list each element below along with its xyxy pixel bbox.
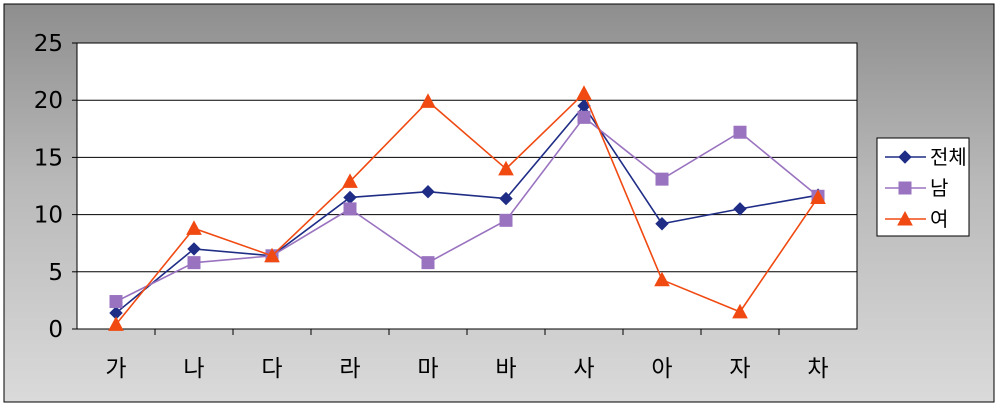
data-point-triangle bbox=[654, 271, 670, 287]
x-tick-label: 가 bbox=[105, 356, 126, 382]
x-tick-label: 사 bbox=[573, 356, 594, 382]
data-point-triangle bbox=[186, 220, 202, 235]
y-tick-label: 0 bbox=[48, 317, 63, 343]
x-tick-label: 나 bbox=[183, 356, 204, 382]
gridlines bbox=[77, 42, 857, 273]
data-point-square bbox=[577, 110, 591, 124]
data-point-triangle bbox=[420, 93, 436, 108]
series-line bbox=[115, 91, 819, 325]
legend-label: 여 bbox=[930, 207, 948, 231]
axes: 0 5 10 15 20 25 가 나 다 라 마 바 사 아 자 차 bbox=[34, 31, 829, 382]
x-tick-label: 자 bbox=[729, 356, 750, 382]
data-point-diamond bbox=[499, 191, 513, 206]
legend-label: 전체 bbox=[930, 145, 967, 169]
plot-area bbox=[76, 42, 858, 330]
data-point-square bbox=[421, 256, 435, 270]
data-point-square bbox=[343, 202, 357, 216]
data-point-square bbox=[499, 213, 513, 227]
data-point-triangle bbox=[897, 210, 913, 226]
data-point-diamond bbox=[733, 202, 747, 216]
y-tick-label: 5 bbox=[48, 260, 63, 286]
x-tick-label: 라 bbox=[339, 356, 360, 382]
data-point-triangle bbox=[342, 173, 358, 188]
x-tick-label: 아 bbox=[651, 356, 672, 382]
data-point-square bbox=[109, 295, 123, 309]
data-point-diamond bbox=[655, 217, 669, 231]
series-line bbox=[115, 116, 819, 303]
series-group bbox=[108, 85, 826, 331]
legend-label: 남 bbox=[930, 176, 948, 200]
series-line bbox=[115, 104, 819, 314]
x-tick-label: 다 bbox=[261, 356, 282, 382]
y-tick-label: 25 bbox=[34, 31, 63, 57]
data-point-triangle bbox=[576, 85, 592, 100]
data-point-diamond bbox=[898, 150, 912, 164]
y-tick-label: 10 bbox=[34, 203, 63, 229]
data-point-square bbox=[898, 181, 912, 195]
data-point-triangle bbox=[264, 247, 280, 263]
y-tick-label: 15 bbox=[34, 145, 63, 171]
data-point-diamond bbox=[187, 242, 201, 256]
data-point-triangle bbox=[498, 160, 514, 176]
x-tick-label: 바 bbox=[495, 356, 516, 382]
data-point-triangle bbox=[108, 316, 124, 331]
data-point-square bbox=[187, 256, 201, 270]
data-point-triangle bbox=[732, 303, 748, 319]
data-point-square bbox=[733, 125, 747, 139]
data-point-square bbox=[655, 172, 669, 186]
y-tick-label: 20 bbox=[34, 88, 63, 114]
x-tick-label: 차 bbox=[807, 356, 828, 382]
x-tick-label: 마 bbox=[417, 356, 438, 382]
data-point-diamond bbox=[421, 185, 435, 199]
data-point-triangle bbox=[810, 189, 826, 204]
